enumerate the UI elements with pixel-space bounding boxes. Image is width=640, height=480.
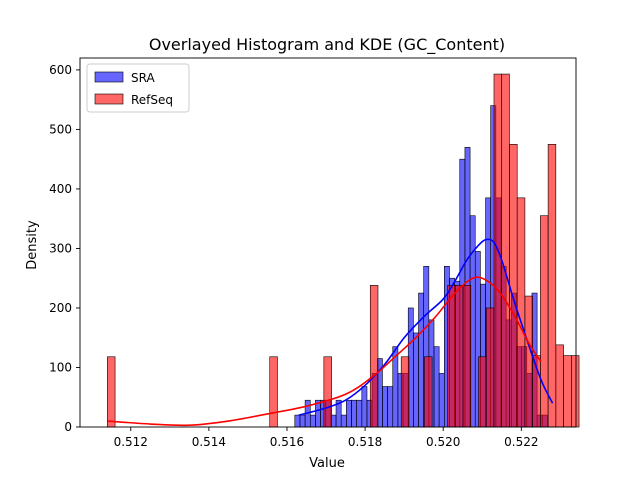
- bar-refseq-51: [501, 73, 510, 428]
- y-tick-label-1: 100: [49, 360, 72, 374]
- bar-sra-23: [413, 332, 419, 428]
- x-tick-label-4: 0.520: [426, 435, 460, 449]
- kde-layer: [107, 238, 554, 427]
- bar-sra-11: [351, 399, 357, 428]
- axes-layer: 0.512 0.514 0.516 0.518 0.520 0.522 0 100 200 300…: [49, 57, 577, 449]
- y-tick-label-4: 400: [49, 182, 72, 196]
- bar-refseq-46: [462, 285, 472, 428]
- bar-sra-27: [433, 346, 440, 428]
- y-tick-label-5: 500: [49, 122, 72, 136]
- bar-sra-9: [340, 414, 347, 428]
- bar-refseq-58: [555, 344, 564, 428]
- bar-refseq-21: [269, 356, 278, 428]
- bar-sra-12: [356, 399, 363, 428]
- x-tick-label-1: 0.514: [192, 435, 226, 449]
- bar-refseq-38: [400, 356, 410, 428]
- bar-sra-0: [294, 414, 301, 428]
- x-axis-label: Value: [309, 456, 345, 471]
- legend-swatch-sra: [94, 71, 124, 83]
- bar-refseq-54: [524, 295, 533, 428]
- bar-sra-13: [361, 386, 368, 428]
- kde-line-refseq: [107, 276, 542, 427]
- bar-sra-1: [299, 414, 306, 428]
- legend-swatch-refseq: [94, 93, 124, 105]
- bar-sra-18: [387, 386, 394, 428]
- legend-label-refseq: RefSeq: [131, 93, 173, 107]
- bars-layer: [107, 73, 580, 428]
- x-tick-label-2: 0.516: [270, 435, 304, 449]
- bar-refseq-60: [571, 355, 580, 428]
- bar-refseq-48: [478, 356, 487, 428]
- x-tick-label-5: 0.522: [504, 435, 538, 449]
- y-tick-label-2: 200: [49, 301, 72, 315]
- bar-refseq-52: [509, 143, 518, 428]
- bar-sra-17: [382, 386, 388, 428]
- bar-refseq-59: [563, 355, 572, 428]
- plot-frame: [79, 57, 577, 428]
- y-axis-label: Density: [25, 220, 40, 270]
- x-tick-label-3: 0.518: [348, 435, 382, 449]
- bar-sra-28: [438, 373, 445, 428]
- bar-sra-24: [418, 292, 424, 428]
- bar-refseq-34: [369, 285, 379, 428]
- bar-sra-10: [346, 399, 352, 428]
- chart-title: Overlayed Histogram and KDE (GC_Content): [149, 35, 505, 55]
- bar-refseq-0: [107, 356, 116, 428]
- legend: SRA RefSeq: [86, 63, 190, 113]
- bar-refseq-45: [455, 285, 464, 428]
- bar-refseq-44: [447, 285, 456, 428]
- bar-refseq-49: [485, 307, 495, 428]
- y-tick-label-6: 600: [49, 63, 72, 77]
- kde-line-sra: [298, 238, 554, 416]
- bar-refseq-56: [540, 215, 549, 428]
- bar-refseq-41: [424, 356, 433, 428]
- y-tick-label-0: 0: [64, 420, 72, 434]
- bar-refseq-57: [547, 143, 557, 428]
- bar-refseq-28: [323, 356, 332, 428]
- bar-sra-3: [309, 414, 316, 428]
- x-tick-label-0: 0.512: [114, 435, 148, 449]
- legend-label-sra: SRA: [131, 71, 155, 85]
- y-tick-label-3: 300: [49, 241, 72, 255]
